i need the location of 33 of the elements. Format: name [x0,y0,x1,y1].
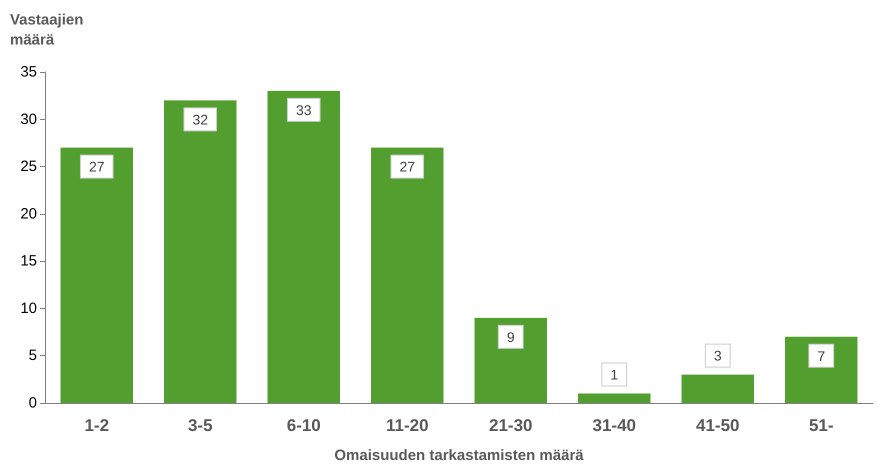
x-tick-label: 51- [808,416,834,435]
bar [60,148,133,403]
bar [578,394,650,403]
x-axis-title: Omaisuuden tarkastamisten määrä [334,447,584,464]
bar [371,148,444,403]
y-tick-label: 10 [20,300,37,317]
data-label: 9 [506,328,515,345]
data-label: 7 [817,348,826,364]
x-tick-label: 11-20 [386,416,429,435]
y-tick-label: 15 [20,252,37,270]
data-label: 32 [192,111,208,128]
data-label: 33 [296,102,312,118]
x-tick-label: 6-10 [286,416,321,435]
y-tick-label: 30 [20,110,37,128]
y-tick-label: 35 [20,64,37,80]
x-tick-label: 1-2 [84,416,110,435]
x-tick-label: 41-50 [696,416,740,435]
y-tick-label: 25 [20,158,37,176]
y-tick-label: 0 [28,394,37,412]
data-label: 27 [88,158,105,175]
y-tick-label: 20 [20,205,37,222]
data-label: 27 [399,158,416,175]
bar [268,90,340,403]
y-axis-title: Vastaajien määrä [10,12,84,48]
x-tick-label: 21-30 [489,416,532,435]
data-label: 3 [714,348,722,364]
bar [474,318,547,403]
y-tick-label: 5 [28,347,37,364]
x-tick-label: 3-5 [188,416,213,435]
data-label: 1 [610,366,618,383]
x-tick-label: 31-40 [592,416,636,435]
bar [682,374,754,403]
bar [164,100,236,403]
